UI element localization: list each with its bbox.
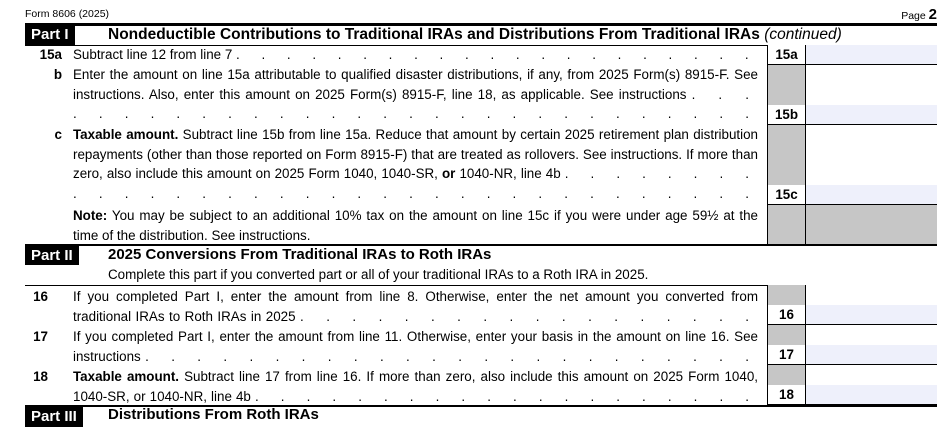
line-text: If you completed Part I, enter the amoun… <box>73 289 758 324</box>
line-num: 15a <box>39 47 62 62</box>
shaded-cell <box>767 205 805 244</box>
part3-label: Part III <box>25 407 83 427</box>
box-label: 15a <box>767 45 805 65</box>
shaded-cell <box>767 285 805 305</box>
line-15c-text: Taxable amount. Subtract line 15b from l… <box>73 125 758 203</box>
part1-title-text: Nondeductible Contributions to Tradition… <box>108 26 760 43</box>
note-label: Note: <box>73 208 108 223</box>
divider <box>25 244 937 246</box>
blank-cell <box>805 125 937 185</box>
page-number: Page 2 <box>901 6 937 23</box>
line-num: 16 <box>33 289 48 304</box>
line-text: If you completed Part I, enter the amoun… <box>73 329 758 364</box>
note-text: You may be subject to an additional 10% … <box>73 208 758 243</box>
box-label: 15b <box>767 105 805 125</box>
line-num: 18 <box>33 369 48 384</box>
divider <box>25 405 937 407</box>
box-label: 17 <box>767 345 805 365</box>
box-label: 16 <box>767 305 805 325</box>
line-num: c <box>54 127 62 142</box>
part1-label: Part I <box>25 25 75 45</box>
page-label: Page <box>901 10 926 22</box>
leader-dots: . . . . . . . . . . . . . . . . . . . . … <box>236 47 758 62</box>
note: Note: You may be subject to an additiona… <box>73 206 758 245</box>
line-16-input[interactable] <box>805 305 937 325</box>
blank-cell <box>805 365 937 385</box>
line-16-text: If you completed Part I, enter the amoun… <box>73 287 758 326</box>
part2-subtitle: Complete this part if you converted part… <box>108 267 649 282</box>
divider <box>25 45 937 46</box>
leader-dots: . . . . . . . . . . . . . . . . . . . . … <box>145 348 758 364</box>
part2-title: 2025 Conversions From Traditional IRAs t… <box>108 246 492 263</box>
bold-lead: Taxable amount. <box>73 369 180 384</box>
blank-cell <box>805 285 937 305</box>
divider <box>25 285 937 286</box>
or-text: or <box>441 166 456 181</box>
divider <box>25 23 937 26</box>
line-text: Subtract line 15b from line 15a. Reduce … <box>73 127 758 181</box>
line-15a-text: Subtract line 12 from line 7 . . . . . .… <box>73 45 758 65</box>
line-num: b <box>53 67 62 82</box>
box-label: 15c <box>767 185 805 205</box>
line-text: Subtract line 12 from line 7 <box>73 47 233 62</box>
blank-cell <box>805 325 937 345</box>
leader-dots: . . . . . . . . . . . . . . . . . . . . … <box>254 388 758 404</box>
line-text: 1040-NR, line 4b <box>455 166 561 181</box>
form-id: Form 8606 (2025) <box>25 8 110 20</box>
line-18-text: Taxable amount. Subtract line 17 from li… <box>73 367 758 406</box>
line-17-input[interactable] <box>805 345 937 365</box>
line-num: 17 <box>33 329 48 344</box>
part1-title: Nondeductible Contributions to Tradition… <box>108 25 842 45</box>
part2-label: Part II <box>25 246 79 265</box>
bold-lead: Taxable amount. <box>73 127 179 142</box>
box-label: 18 <box>767 385 805 405</box>
line-17-text: If you completed Part I, enter the amoun… <box>73 327 758 366</box>
continued-label: (continued) <box>764 26 842 43</box>
shaded-cell <box>805 205 937 244</box>
line-text: Subtract line 17 from line 16. If more t… <box>73 369 758 404</box>
line-18-input[interactable] <box>805 385 937 405</box>
shaded-cell <box>767 125 805 185</box>
blank-cell <box>805 65 937 105</box>
line-15b-input[interactable] <box>805 105 937 125</box>
line-15c-input[interactable] <box>805 185 937 205</box>
line-15b-text: Enter the amount on line 15a attributabl… <box>73 65 758 124</box>
leader-dots: . . . . . . . . . . . . . . . . . . . . … <box>73 86 758 122</box>
leader-dots: . . . . . . . . . . . . . . . . . . . . … <box>300 308 758 324</box>
leader-dots: . . . . . . . . . . . . . . . . . . . . … <box>73 166 758 201</box>
shaded-cell <box>767 65 805 105</box>
line-15a-input[interactable] <box>805 45 937 65</box>
shaded-cell <box>767 325 805 345</box>
part3-title: Distributions From Roth IRAs <box>108 406 319 423</box>
line-text: Enter the amount on line 15a attributabl… <box>73 67 758 102</box>
shaded-cell <box>767 365 805 385</box>
page-num: 2 <box>928 6 937 23</box>
